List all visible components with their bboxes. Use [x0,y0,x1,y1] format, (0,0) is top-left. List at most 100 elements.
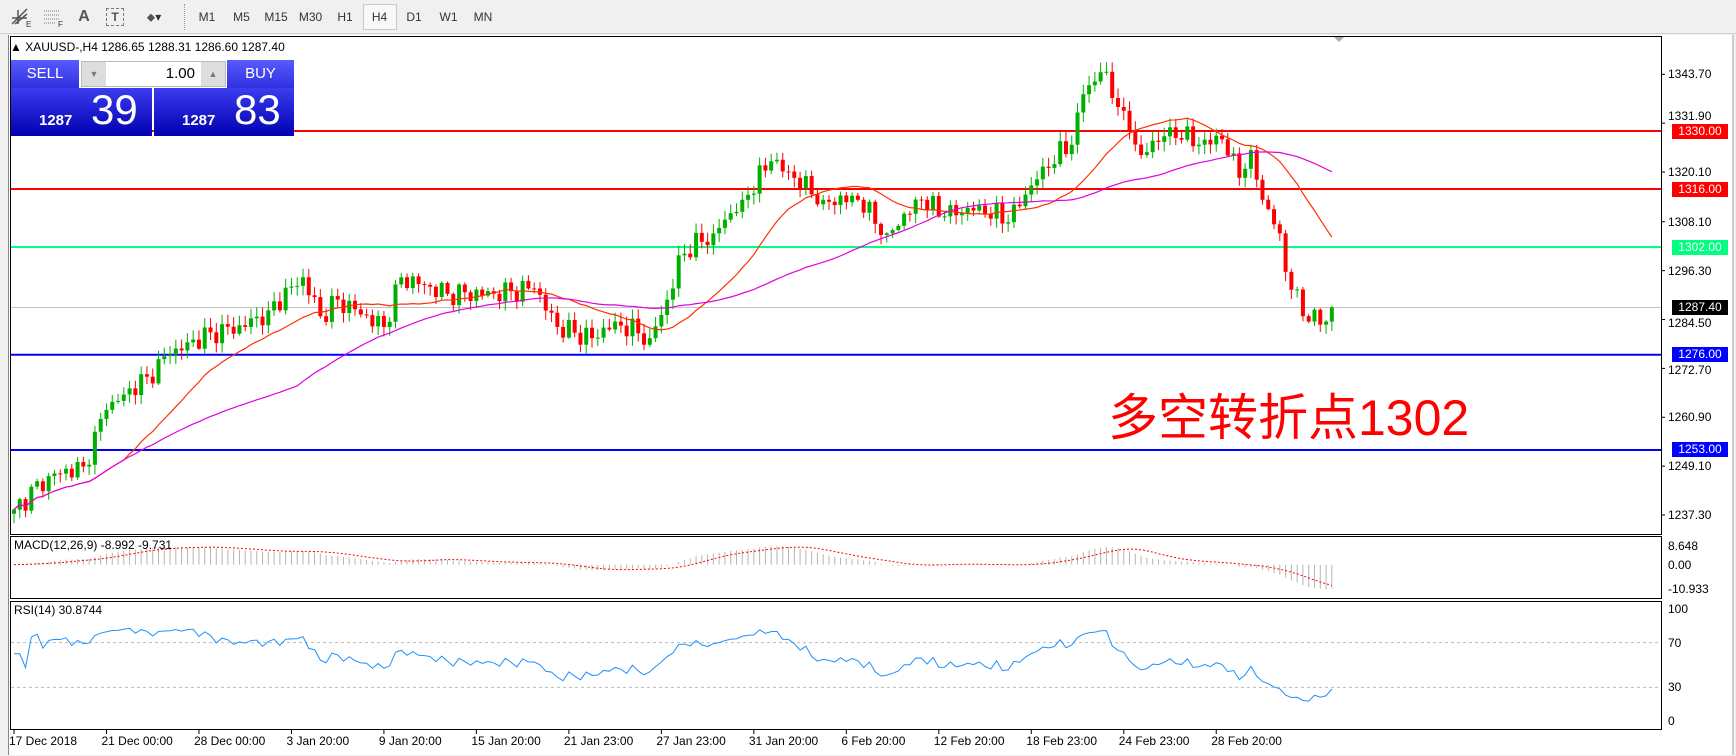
candle-body [260,316,265,326]
candle-body [902,213,907,226]
candle-body [936,196,941,217]
candle-body [653,326,658,339]
volume-field[interactable]: ▼ 1.00 ▲ [81,61,226,87]
text-label-icon[interactable]: T [100,4,130,30]
candle-body [1144,152,1149,156]
candle-body [457,284,462,306]
macd-axis-label: -10.933 [1668,581,1709,596]
candle-body [867,201,872,213]
rsi-axis-label: 100 [1668,602,1689,616]
timeframe-h1[interactable]: H1 [337,10,353,24]
candle-body [208,327,213,333]
candle-body [301,277,305,286]
timeframe-m15[interactable]: M15 [264,10,288,24]
timeframe-d1[interactable]: D1 [406,10,422,24]
candle-body [1272,209,1277,225]
candle-body [1087,85,1092,95]
fibonacci-fan-icon[interactable]: E [6,4,36,30]
candle-body [838,195,843,206]
candle-body [578,332,583,345]
candle-body [1196,144,1201,147]
text-icon[interactable]: A [78,8,90,25]
candle-body [277,301,282,311]
macd-pane[interactable] [10,536,1662,599]
volume-value[interactable]: 1.00 [165,65,195,82]
timeframe-m5[interactable]: M5 [233,10,250,24]
candle-body [387,321,392,327]
candle-body [393,284,398,322]
timeframe-m1[interactable]: M1 [198,10,216,24]
time-axis-label: 9 Jan 20:00 [378,734,442,748]
candle-body [780,159,785,172]
timeframe-m30[interactable]: M30 [298,10,323,24]
candle-body [590,327,594,339]
candle-body [1098,72,1103,82]
annotation-text[interactable]: 多空转折点1302 [1108,390,1470,446]
candle-body [705,241,710,246]
candle-body [35,481,40,487]
candle-body [405,277,410,289]
sell-button[interactable]: SELL [11,60,79,88]
timeframe-h4[interactable]: H4 [362,4,397,30]
candle-body [809,176,814,195]
candle-body [1162,136,1167,142]
candle-body [1139,144,1144,156]
candle-body [1023,194,1028,207]
level-tag: 1253.00 [1672,442,1728,458]
candle-body [532,288,537,290]
rsi-label: RSI(14) 30.8744 [14,603,103,617]
candle-body [1092,81,1097,86]
candle-body [636,318,641,334]
sell-price[interactable]: 1287 39 [11,86,152,136]
level-tag: 1287.40 [1672,299,1728,315]
candle-body [1295,289,1300,291]
level-tag: 1276.00 [1672,347,1728,363]
candle-body [803,176,808,189]
candle-body [1150,140,1155,153]
candle-body [1283,233,1288,272]
candle-body [46,476,51,492]
candle-body [821,199,826,205]
candle-body [410,276,415,289]
rsi-pane[interactable] [10,601,1662,730]
volume-increase-icon[interactable]: ▲ [201,62,225,86]
candle-body [1052,164,1057,168]
candle-body [364,314,369,316]
volume-decrease-icon[interactable]: ▼ [82,62,106,86]
candle-body [416,276,421,285]
candle-body [618,321,623,326]
buy-price[interactable]: 1287 83 [154,86,294,136]
candle-body [826,199,831,202]
arrows-dropdown-icon[interactable]: ⬥ ▾ [146,9,162,25]
time-axis-label: 28 Feb 20:00 [1211,734,1282,748]
candle-body [1075,112,1080,145]
candle-body [907,213,912,215]
candle-body [931,196,936,211]
timeframe-w1[interactable]: W1 [439,10,458,24]
time-axis-label: 17 Dec 2018 [9,734,78,748]
timeframe-mn[interactable]: MN [473,10,493,24]
candle-body [584,327,589,345]
price-axis-label: 1331.90 [1668,108,1712,123]
candle-body [283,287,288,311]
candle-body [1214,135,1219,145]
candle-body [1011,204,1016,223]
candle-body [162,356,167,360]
candle-body [1000,203,1005,224]
macd-axis-label: 0.00 [1668,557,1692,572]
candle-body [1318,309,1323,325]
fibonacci-retracement-icon[interactable]: F [38,4,68,30]
candle-body [468,292,473,301]
candle-body [1243,168,1248,178]
candle-body [1110,71,1115,98]
candle-body [630,318,635,337]
candle-body [1104,71,1109,73]
candle-body [81,461,86,467]
candle-body [185,342,190,351]
candle-body [549,310,554,313]
candle-body [341,299,346,314]
buy-button[interactable]: BUY [227,60,294,88]
collapse-triangle-icon[interactable]: ▲ [10,40,26,54]
candle-body [1127,110,1132,131]
candle-body [52,473,57,477]
